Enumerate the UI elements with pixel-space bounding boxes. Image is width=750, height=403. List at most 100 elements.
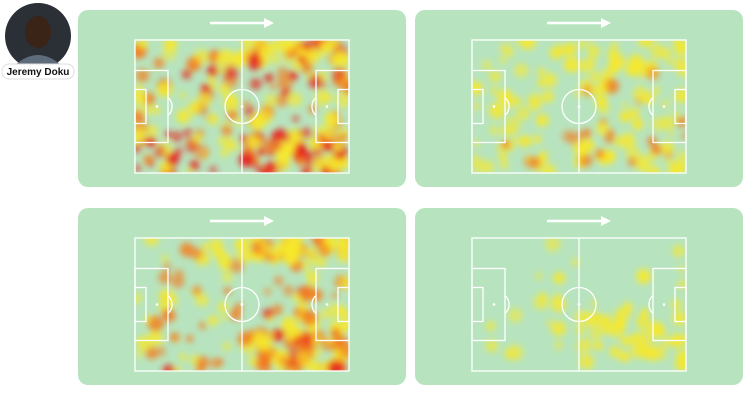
heat-blob [573, 141, 589, 157]
heat-blob [247, 134, 261, 149]
heat-blob [625, 146, 641, 161]
heat-blob [498, 152, 507, 161]
heat-blob [330, 328, 341, 338]
heat-blob [632, 86, 648, 102]
heat-blob [263, 73, 274, 83]
heat-blob [252, 162, 261, 171]
heat-blob [516, 106, 530, 121]
heat-blob [472, 101, 481, 111]
heat-blob [514, 63, 529, 78]
heat-blob [627, 157, 638, 167]
heat-blob [578, 153, 593, 168]
heat-blob [299, 48, 310, 59]
goal-box [337, 286, 350, 323]
heat-blob [579, 79, 588, 87]
heat-blob [282, 285, 294, 297]
heat-blob [553, 272, 565, 285]
heat-blob [188, 138, 197, 148]
heat-blob [135, 293, 142, 303]
heat-blob [674, 358, 686, 371]
heat-blob [304, 339, 312, 347]
heat-blob [670, 298, 682, 311]
heat-blob [647, 136, 657, 147]
heat-blob [219, 84, 230, 95]
heat-blob [223, 287, 232, 295]
heat-layer [485, 238, 686, 371]
heat-blob [485, 339, 499, 353]
heat-blob [161, 254, 169, 262]
heat-blob [286, 129, 302, 145]
heat-blob [657, 341, 668, 351]
arrow-head [264, 216, 274, 226]
heat-blob [635, 315, 648, 327]
heat-blob [193, 144, 210, 160]
heat-blob [256, 147, 266, 157]
heat-blob [156, 81, 173, 97]
heat-blob [339, 342, 349, 358]
heat-blob [542, 72, 558, 88]
heat-blob [200, 83, 211, 93]
heat-blob [541, 90, 554, 103]
heat-blob [222, 272, 233, 283]
heat-blob [677, 333, 686, 346]
heat-blob [261, 364, 271, 371]
heat-blob [153, 57, 165, 69]
heat-blob [672, 245, 685, 257]
heat-blob [153, 147, 166, 159]
heat-blob [598, 83, 607, 92]
heat-blob [145, 347, 158, 360]
penalty-arc [167, 97, 173, 116]
heat-blob [604, 132, 615, 144]
heat-blob [280, 241, 293, 254]
heat-blob [185, 168, 192, 173]
heat-blob [527, 92, 543, 108]
center-spot [577, 303, 581, 306]
heatmap-panel [415, 10, 743, 187]
heat-blob [217, 137, 225, 145]
heat-blob [549, 46, 562, 60]
heat-blob [601, 322, 615, 336]
heat-blob [282, 40, 293, 48]
heat-blob [632, 118, 644, 131]
heat-blob [206, 64, 219, 77]
heat-blob [321, 340, 332, 352]
heat-blob [194, 49, 209, 64]
heat-blob [647, 165, 661, 173]
avatar-shirt [14, 55, 62, 66]
heat-blob [318, 243, 331, 257]
heat-blob [220, 148, 229, 157]
heat-blob [659, 140, 675, 156]
heat-blob [296, 351, 311, 365]
center-spot [240, 303, 244, 306]
penalty-arc [648, 295, 654, 314]
heat-blob [182, 127, 194, 139]
heat-blob [192, 285, 202, 296]
heat-blob [650, 145, 661, 155]
heat-blob [681, 132, 686, 140]
heat-blob [220, 314, 228, 321]
heat-blob [636, 344, 651, 359]
heat-blob [216, 358, 224, 366]
heat-blob [207, 113, 219, 125]
heat-blob [229, 308, 242, 321]
center-circle [224, 286, 260, 323]
player-name: Jeremy Doku [7, 67, 70, 78]
heat-blob [309, 361, 322, 371]
heat-blob [300, 261, 309, 269]
heat-blob [500, 161, 509, 170]
heat-blob [276, 66, 289, 80]
heat-blob [162, 364, 175, 371]
heat-blob [210, 81, 219, 90]
heat-blob [135, 350, 143, 358]
heat-blob [256, 108, 273, 125]
heat-blob [628, 57, 644, 73]
heat-blob [244, 106, 256, 117]
heat-blob [284, 327, 299, 341]
heat-blob [621, 101, 628, 108]
heat-blob [668, 129, 675, 137]
center-spot [240, 105, 244, 108]
heat-blob [666, 58, 673, 65]
heat-blob [159, 161, 172, 173]
heat-blob [150, 238, 157, 245]
heat-blob [273, 127, 288, 142]
